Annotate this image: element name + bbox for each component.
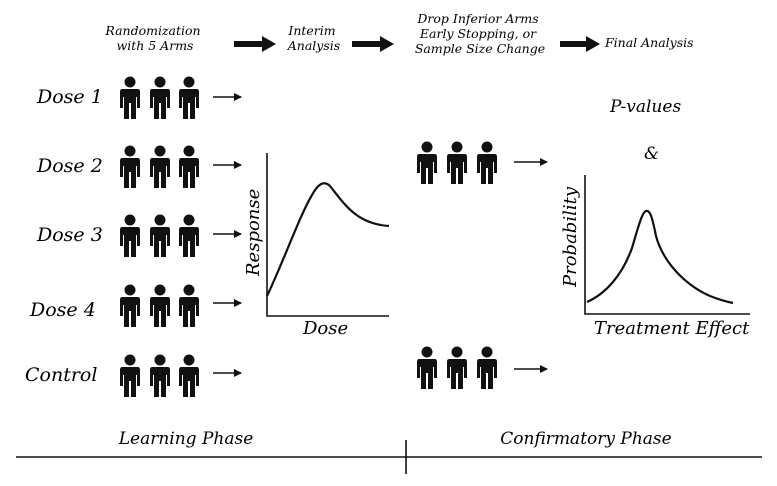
step-final-analysis: Final Analysis	[604, 35, 694, 50]
person-icon	[150, 354, 170, 397]
person-icon	[447, 346, 467, 389]
step-drop-inferior-arms: Drop Inferior Arms Early Stopping, or Sa…	[415, 11, 545, 56]
learning-phase-label: Learning Phase	[118, 429, 254, 449]
x-axis-label-treatment-effect: Treatment Effect	[594, 318, 750, 339]
person-icon	[120, 214, 140, 257]
person-icon	[477, 346, 497, 389]
person-icon	[120, 145, 140, 188]
person-icon	[150, 145, 170, 188]
chart-axes	[584, 175, 750, 315]
treatment-effect-chart: Probability Treatment Effect	[560, 175, 750, 339]
pvalues-label: P-values	[609, 97, 681, 117]
chart-axes	[266, 153, 389, 317]
person-icon	[179, 76, 199, 119]
step-randomization: Randomization with 5 Arms	[104, 23, 204, 53]
flow-arrow-2	[352, 36, 394, 52]
arm-label-control: Control	[25, 364, 97, 386]
arm-label-dose-2: Dose 2	[36, 155, 103, 177]
person-icon	[150, 76, 170, 119]
person-icon	[120, 354, 140, 397]
arm-label-dose-4: Dose 4	[29, 299, 96, 321]
flow-arrow-3	[560, 36, 600, 52]
dose-response-curve	[266, 182, 390, 297]
ampersand-label: &	[644, 144, 659, 164]
person-icon	[179, 354, 199, 397]
flow-arrow-1	[234, 36, 276, 52]
person-icon	[179, 145, 199, 188]
arm-label-dose-1: Dose 1	[36, 86, 103, 108]
person-icon	[150, 284, 170, 327]
person-icon	[447, 141, 467, 184]
dose-response-chart: Response Dose	[243, 153, 390, 339]
x-axis-label-dose: Dose	[302, 318, 348, 339]
y-axis-label-response: Response	[243, 189, 264, 277]
step-interim-analysis: Interim Analysis	[287, 23, 340, 53]
person-icon	[417, 346, 437, 389]
arm-label-dose-3: Dose 3	[36, 224, 103, 246]
person-icon	[477, 141, 497, 184]
person-icon	[179, 284, 199, 327]
person-icon	[417, 141, 437, 184]
person-icon	[120, 76, 140, 119]
person-icon	[150, 214, 170, 257]
y-axis-label-probability: Probability	[560, 186, 581, 288]
person-icon	[120, 284, 140, 327]
confirmatory-phase-label: Confirmatory Phase	[500, 429, 671, 449]
probability-curve	[586, 209, 734, 305]
person-icon	[179, 214, 199, 257]
